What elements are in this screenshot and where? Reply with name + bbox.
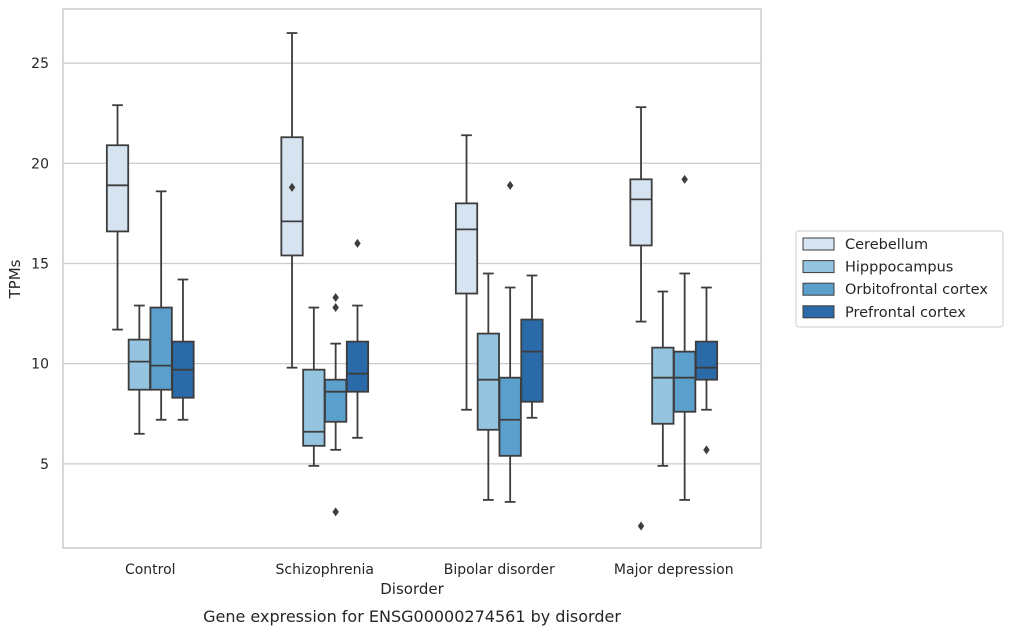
legend-item: Orbitofrontal cortex — [802, 282, 988, 298]
box-iqr — [651, 346, 675, 425]
y-tick-label: 25 — [31, 56, 49, 72]
box-plot — [105, 104, 130, 331]
outlier-point — [288, 182, 296, 192]
outlier-point — [332, 507, 339, 517]
box-plot — [149, 190, 173, 421]
box-iqr — [629, 178, 653, 247]
box-plot — [651, 290, 675, 467]
box-plot — [498, 180, 522, 503]
box-iqr — [498, 376, 522, 457]
y-axis-label: TPMs — [6, 259, 24, 299]
x-tick-label: Schizophrenia — [276, 562, 374, 578]
legend-frame — [795, 230, 1004, 328]
box-plot — [324, 293, 348, 517]
legend-label: Prefrontal cortex — [845, 305, 966, 321]
legend-swatch — [802, 260, 835, 274]
y-axis-ticks: 5 10 15 20 25 — [31, 56, 49, 473]
box-plot — [629, 106, 653, 531]
legend-label: Orbitofrontal cortex — [845, 282, 988, 298]
box-iqr — [476, 332, 500, 431]
box-iqr — [324, 378, 348, 423]
y-tick-label: 10 — [31, 357, 49, 373]
outlier-point — [332, 293, 339, 303]
legend-swatch — [802, 305, 835, 319]
legend: Cerebellum Hipppocampus Orbitofrontal cort… — [795, 230, 1004, 328]
box-plot — [127, 304, 151, 435]
legend-item: Prefrontal cortex — [802, 305, 966, 321]
box-iqr — [127, 338, 151, 391]
box-iqr — [454, 202, 479, 295]
x-tick-label: Major depression — [614, 562, 734, 578]
box-plot — [454, 134, 479, 411]
y-tick-label: 20 — [31, 156, 49, 172]
legend-swatch — [802, 237, 835, 251]
legend-swatch — [802, 282, 835, 296]
outlier-point — [703, 445, 710, 455]
box-plot — [302, 306, 326, 467]
box-series — [105, 32, 719, 531]
box-iqr — [673, 350, 697, 413]
legend-label: Cerebellum — [845, 237, 928, 253]
legend-item: Hipppocampus — [802, 260, 953, 276]
y-tick-label: 15 — [31, 256, 49, 272]
x-tick-label: Bipolar disorder — [444, 562, 555, 578]
legend-label: Hipppocampus — [845, 260, 953, 276]
outlier-point — [637, 521, 645, 531]
outlier-point — [332, 303, 339, 313]
box-iqr — [149, 306, 173, 391]
series-hipppocampus — [127, 272, 675, 501]
x-tick-label: Control — [125, 562, 176, 578]
outlier-point — [506, 180, 514, 190]
box-plot — [476, 272, 500, 501]
box-plot — [694, 286, 719, 455]
x-axis-label: Disorder — [380, 580, 444, 598]
box-iqr — [694, 340, 719, 381]
box-iqr — [520, 318, 544, 403]
box-iqr — [345, 340, 370, 393]
figure-caption: Gene expression for ENSG00000274561 by d… — [203, 607, 621, 626]
plot-area — [62, 8, 762, 549]
box-iqr — [105, 144, 130, 233]
box-plot — [673, 174, 697, 501]
box-iqr — [280, 136, 304, 257]
outlier-point — [681, 174, 688, 184]
legend-item: Cerebellum — [802, 237, 928, 253]
box-plot — [171, 278, 195, 421]
x-axis-ticks: Control Schizophrenia Bipolar disorder Majo… — [125, 562, 734, 578]
series-orbitofrontal-cortex — [149, 174, 697, 517]
series-cerebellum — [105, 32, 653, 531]
box-plot — [345, 238, 370, 439]
outlier-point — [354, 238, 361, 248]
series-prefrontal-cortex — [171, 238, 719, 455]
box-plot — [280, 32, 304, 369]
y-tick-label: 5 — [40, 457, 49, 473]
box-iqr — [302, 368, 326, 447]
box-plot — [520, 274, 544, 419]
